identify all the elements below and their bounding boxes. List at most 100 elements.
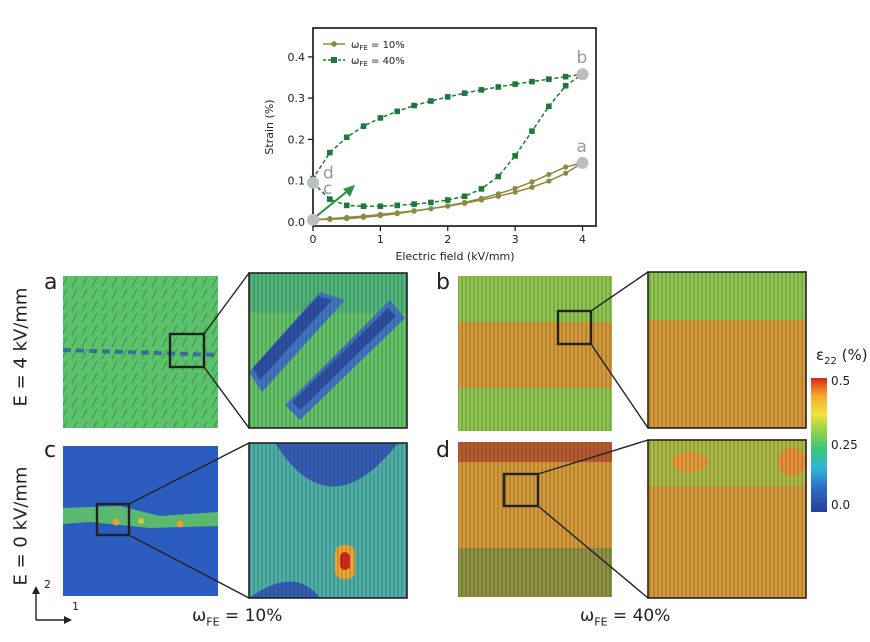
series-1-point [512,153,518,159]
series-1-point [327,196,333,202]
series-1-point [394,202,401,209]
series-1-point [512,81,518,87]
series-1-point [562,82,569,89]
series-1-point [495,84,502,90]
state-label-a: a [577,137,587,157]
y-tick-label-4: 0.4 [288,51,306,64]
series-1-point [444,94,451,100]
series-1-point [529,128,535,134]
series-1-point [377,115,384,121]
series-0-point [462,199,468,206]
column-label-left: ωFE = 10% [192,606,283,629]
legend-label-10: ωFE = 10% [351,40,405,52]
state-marker-d [307,176,319,189]
colorbar-title: ε22 (%) [816,346,868,367]
plot-frame [312,27,597,227]
axes-direction-icon [32,586,72,624]
series-1-point [444,197,451,203]
point-labels: a b cd [307,48,589,226]
x-tick-label-2: 2 [444,233,451,246]
series-1-point [394,108,401,115]
colorbar-tick-top: 0.5 [831,374,851,388]
series-0-point [546,171,552,178]
series-0-point [360,214,367,220]
series-0-point [529,184,535,190]
series-0-point [394,211,400,217]
colorbar [811,378,827,512]
map-d-zoom [647,439,807,599]
series-0-point [563,170,569,176]
panel-letter-b: b [436,270,450,295]
series-1-point [377,203,384,209]
panel-letter-a: a [44,270,58,295]
series-1-point [411,201,417,207]
series-1-point [461,90,468,96]
x-tick-label-4: 4 [579,233,586,246]
state-label-b: b [577,48,588,68]
series-1-point [411,102,417,109]
map-a-zoom [248,272,408,429]
series-1-point [478,87,485,93]
series-1-point [546,103,552,110]
series-1-point [529,78,535,85]
map-c-zoom [248,442,408,599]
axis-glyph-2: 2 [44,578,51,591]
series-0-point [478,195,485,201]
colorbar-tick-bottom: 0.0 [831,498,851,512]
y-tick-label-2: 0.2 [288,133,306,146]
series-1-point [343,134,350,141]
map-d-main [458,442,612,597]
map-b-main [458,276,612,431]
map-c-main [63,446,218,596]
series-0-point [428,206,434,212]
state-label-d: d [323,164,334,184]
series-1-point [461,193,468,200]
colorbar-tick-mid: 0.25 [831,438,858,452]
x-tick-label-0: 0 [310,233,317,246]
map-a-main [62,276,219,428]
series-0-point [546,178,552,184]
state-marker-a [576,156,589,169]
series-1-point [327,149,333,156]
series-1-point [360,203,367,209]
series-1-point [562,73,569,80]
series-1-point [428,98,434,104]
series-0-point [411,208,417,214]
series-1-point [343,202,350,209]
state-marker-c [307,213,319,226]
series-0-point [529,179,535,185]
state-label-c: c [323,179,332,199]
series-0-point [512,189,518,195]
loading-arrow [316,189,350,217]
state-marker-b [576,68,589,81]
y-tick-label-0: 0.0 [288,216,306,229]
series-0-point [344,215,350,222]
axis-glyph-1: 1 [72,600,79,613]
series-0-point [445,203,451,209]
legend-label-40: ωFE = 40% [351,56,405,68]
series-0-point [377,213,383,219]
column-label-right: ωFE = 40% [580,606,671,629]
panel-letter-c: c [44,438,57,463]
map-b-zoom [647,271,807,429]
x-tick-label-3: 3 [512,233,519,246]
legend: ωFE = 10% ωFE = 40% [323,40,405,68]
series-0-point [495,191,501,197]
loading-arrow-head [343,184,355,197]
series-1-point [546,76,552,82]
y-tick-label-1: 0.1 [288,175,306,188]
series-0-point [563,164,569,170]
strain-chart: 0 1 2 3 4 0.0 0.1 0.2 0.3 0.4 a b cd ωFE = 10% ωFE … [263,27,597,263]
series-1-point [428,199,434,206]
y-axis-label: Strain (%) [263,99,276,154]
x-tick-label-1: 1 [377,233,384,246]
y-tick-label-3: 0.3 [288,92,306,105]
axis-ticks: 0 1 2 3 4 0.0 0.1 0.2 0.3 0.4 [288,51,587,246]
series-0-point [512,185,518,192]
panel-letter-d: d [436,438,450,463]
series-1-point [495,173,502,180]
series-1-point [360,123,367,129]
x-axis-label: Electric field (kV/mm) [395,250,514,263]
series-1-point [478,186,485,192]
